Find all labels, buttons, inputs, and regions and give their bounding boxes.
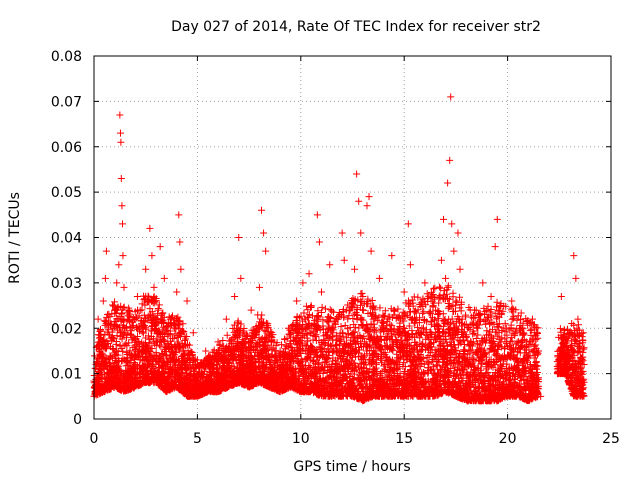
data-point (118, 310, 126, 318)
data-point (98, 349, 106, 357)
data-point (115, 384, 123, 392)
data-point (328, 307, 336, 315)
data-point (105, 385, 113, 393)
data-point (368, 297, 376, 305)
data-point (110, 335, 118, 343)
data-point (102, 345, 110, 353)
data-point (103, 376, 111, 384)
data-point (116, 333, 124, 341)
data-point (353, 305, 361, 313)
data-point (113, 367, 121, 375)
data-point (123, 334, 131, 342)
data-point (93, 359, 101, 367)
data-point (425, 309, 433, 317)
data-point (115, 357, 123, 365)
data-point (302, 302, 310, 310)
data-point (419, 309, 427, 317)
data-point (108, 372, 116, 380)
data-point (108, 328, 116, 336)
data-point (103, 313, 111, 321)
data-point (111, 380, 119, 388)
data-point (117, 302, 125, 310)
data-point (107, 385, 115, 393)
data-point (94, 368, 102, 376)
data-point (112, 318, 120, 326)
data-point (268, 346, 276, 354)
data-point (258, 311, 266, 319)
grid-lines (94, 56, 611, 419)
data-point (113, 347, 121, 355)
data-point (97, 367, 105, 375)
data-point (358, 289, 366, 297)
data-point (114, 381, 122, 389)
data-point (114, 357, 122, 365)
data-point (98, 337, 106, 345)
data-point (321, 305, 329, 313)
data-point (114, 348, 122, 356)
data-point (109, 301, 117, 309)
data-point (109, 346, 117, 354)
data-point (106, 354, 114, 362)
data-point (97, 352, 105, 360)
data-point (318, 303, 326, 311)
data-point (101, 344, 109, 352)
data-point (112, 337, 120, 345)
data-point (317, 308, 325, 316)
chart-title: Day 027 of 2014, Rate Of TEC Index for r… (171, 19, 541, 35)
series-roti (90, 93, 588, 405)
data-point (91, 352, 99, 360)
data-point (101, 330, 109, 338)
data-point (113, 332, 121, 340)
